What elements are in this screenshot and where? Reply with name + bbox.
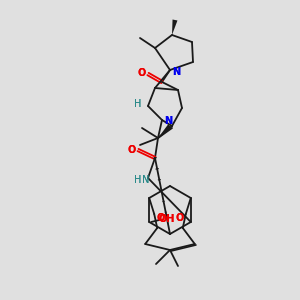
Text: O: O bbox=[156, 213, 164, 223]
Text: O: O bbox=[128, 145, 136, 155]
Text: H: H bbox=[134, 99, 142, 109]
Text: O: O bbox=[138, 68, 146, 78]
Text: O: O bbox=[138, 68, 146, 78]
Text: O: O bbox=[176, 213, 184, 223]
Text: OH: OH bbox=[158, 214, 174, 224]
Text: N: N bbox=[142, 175, 150, 185]
Text: O: O bbox=[176, 213, 184, 223]
Text: N: N bbox=[164, 116, 172, 126]
Text: O: O bbox=[156, 213, 164, 223]
Text: O: O bbox=[128, 145, 136, 155]
Text: N: N bbox=[142, 175, 150, 185]
Text: N: N bbox=[172, 67, 180, 77]
Text: H: H bbox=[134, 99, 142, 109]
Polygon shape bbox=[158, 124, 172, 138]
Polygon shape bbox=[172, 20, 178, 35]
Text: OH: OH bbox=[158, 214, 174, 224]
Text: H: H bbox=[134, 175, 142, 185]
Text: H: H bbox=[134, 175, 142, 185]
Text: N: N bbox=[172, 67, 180, 77]
Text: N: N bbox=[164, 116, 172, 126]
